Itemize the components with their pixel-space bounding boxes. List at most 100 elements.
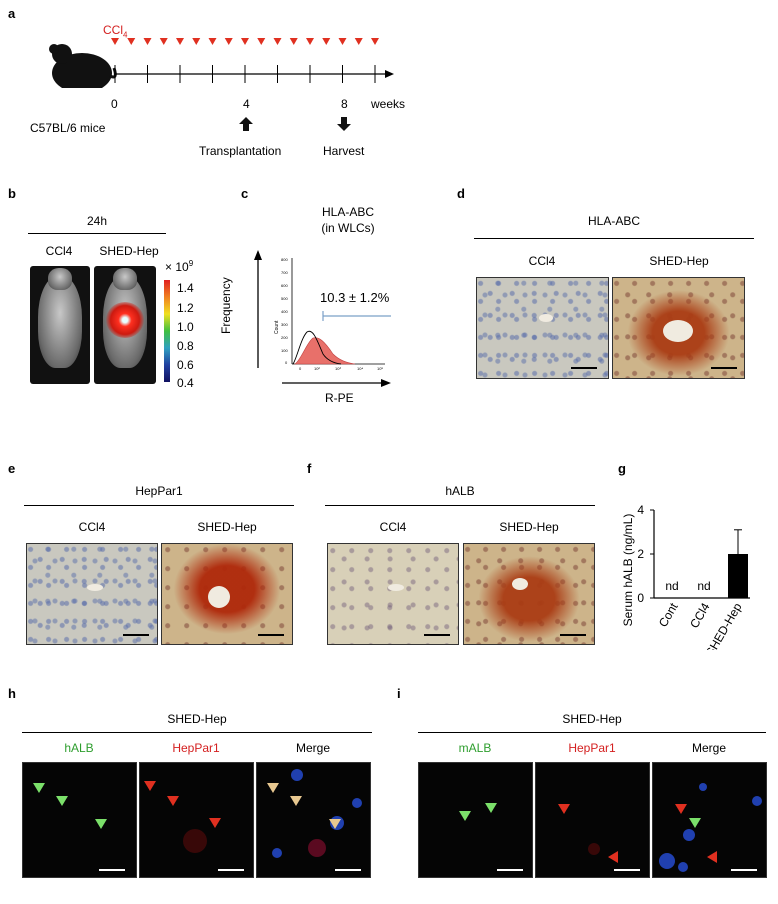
timeline-diagram [49,38,394,88]
col-ccl4: CCl4 [45,244,73,258]
svg-text:100: 100 [281,348,288,353]
scale-tick: 0.4 [177,376,194,390]
fluor-image-merge [256,762,371,878]
ihc-image-ccl4 [327,543,459,645]
injection-marker [127,38,136,45]
color-scale-bar [164,280,170,382]
channel-halb: hALB [64,741,94,755]
scale-tick: 0.6 [177,358,194,372]
svg-text:700: 700 [281,270,288,275]
scale-tick: 1.4 [177,281,194,295]
channel-heppar1: HepPar1 [568,741,616,755]
tick-0: 0 [111,97,118,111]
svg-text:400: 400 [281,309,288,314]
panel-i-title: SHED-Hep [562,712,622,726]
svg-text:0: 0 [299,366,302,371]
header-rule [418,732,766,733]
svg-text:10²: 10² [314,366,320,371]
flow-histogram: 800 700 600 500 400 300 200 100 0 0 10² 10³ 10⁴ 1… [254,250,391,387]
col-shed-hep: SHED-Hep [99,244,159,258]
x-tick-label: CCl4 [687,600,713,630]
svg-text:10⁵: 10⁵ [377,366,383,371]
injection-marker [241,38,249,45]
scale-tick: 0.8 [177,339,194,353]
scale-tick: 1.2 [177,301,194,315]
y-tick-label: 0 [637,591,644,605]
injection-marker [111,38,119,45]
strain-label: C57BL/6 mice [30,121,106,135]
count-axis-label: Count [274,320,280,334]
panel-label-c: c [241,186,249,201]
nd-label: nd [697,579,710,593]
panel-label-e: e [8,461,16,476]
tick-4: 4 [243,97,250,111]
panel-label-d: d [457,186,465,201]
channel-malb: mALB [458,741,492,755]
col-shed-hep: SHED-Hep [649,254,709,268]
injection-marker [306,38,314,45]
header-rule [325,505,595,506]
panel-label-f: f [307,461,312,476]
injection-marker [192,38,201,45]
injection-marker [224,38,233,45]
svg-text:800: 800 [281,257,288,262]
positive-percentage: 10.3 ± 1.2% [320,290,390,305]
x-tick-label: Cont [656,600,681,630]
col-ccl4: CCl4 [78,520,106,534]
header-rule [28,233,166,234]
frequency-axis-label: Frequency [219,277,233,334]
harvest-label: Harvest [323,144,365,158]
injection-marker [371,38,379,45]
fluor-image-malb [418,762,533,878]
scale-multiplier: × 109 [165,259,194,274]
mouse-icon [49,44,117,88]
injection-marker [354,38,363,45]
channel-merge: Merge [691,741,726,755]
panel-label-g: g [618,461,626,476]
header-rule [474,238,754,239]
panel-f-title: hALB [445,484,475,498]
ihc-image-shed-hep [161,543,293,645]
col-shed-hep: SHED-Hep [197,520,257,534]
fluor-image-heppar1 [139,762,254,878]
panel-label-i: i [397,686,401,701]
col-ccl4: CCl4 [379,520,407,534]
ihc-image-shed-hep [612,277,745,379]
ihc-image-ccl4 [26,543,158,645]
col-ccl4: CCl4 [528,254,556,268]
channel-merge: Merge [295,741,330,755]
injection-marker [208,38,217,45]
svg-text:10³: 10³ [335,366,341,371]
injection-marker [143,38,152,45]
injection-marker [176,38,184,45]
ccl4-label: CCl4 [103,23,128,40]
svg-text:600: 600 [281,283,288,288]
weeks-label: weeks [371,97,406,111]
svg-text:10⁴: 10⁴ [357,366,363,371]
y-tick-label: 2 [637,547,644,561]
svg-text:0: 0 [285,360,288,365]
injection-marker [159,38,168,45]
time-label: 24h [86,214,108,228]
injection-markers [111,38,379,45]
svg-text:500: 500 [281,296,288,301]
panel-d-title: HLA-ABC [587,214,640,228]
panel-label-b: b [8,186,16,201]
y-axis-label: Serum hALB (ng/mL) [622,514,635,627]
header-rule [22,732,372,733]
scale-tick: 1.0 [177,320,194,334]
fluor-image-heppar1 [535,762,650,878]
flow-subtitle: (in WLCs) [321,221,375,235]
ihc-image-shed-hep [463,543,595,645]
injection-marker [289,38,298,45]
ivis-image-ccl4 [30,266,90,384]
ihc-image-ccl4 [476,277,609,379]
injection-marker [338,38,347,45]
col-shed-hep: SHED-Hep [499,520,559,534]
tick-8: 8 [341,97,348,111]
panel-e-title: HepPar1 [135,484,183,498]
svg-text:300: 300 [281,322,288,327]
header-rule [24,505,294,506]
